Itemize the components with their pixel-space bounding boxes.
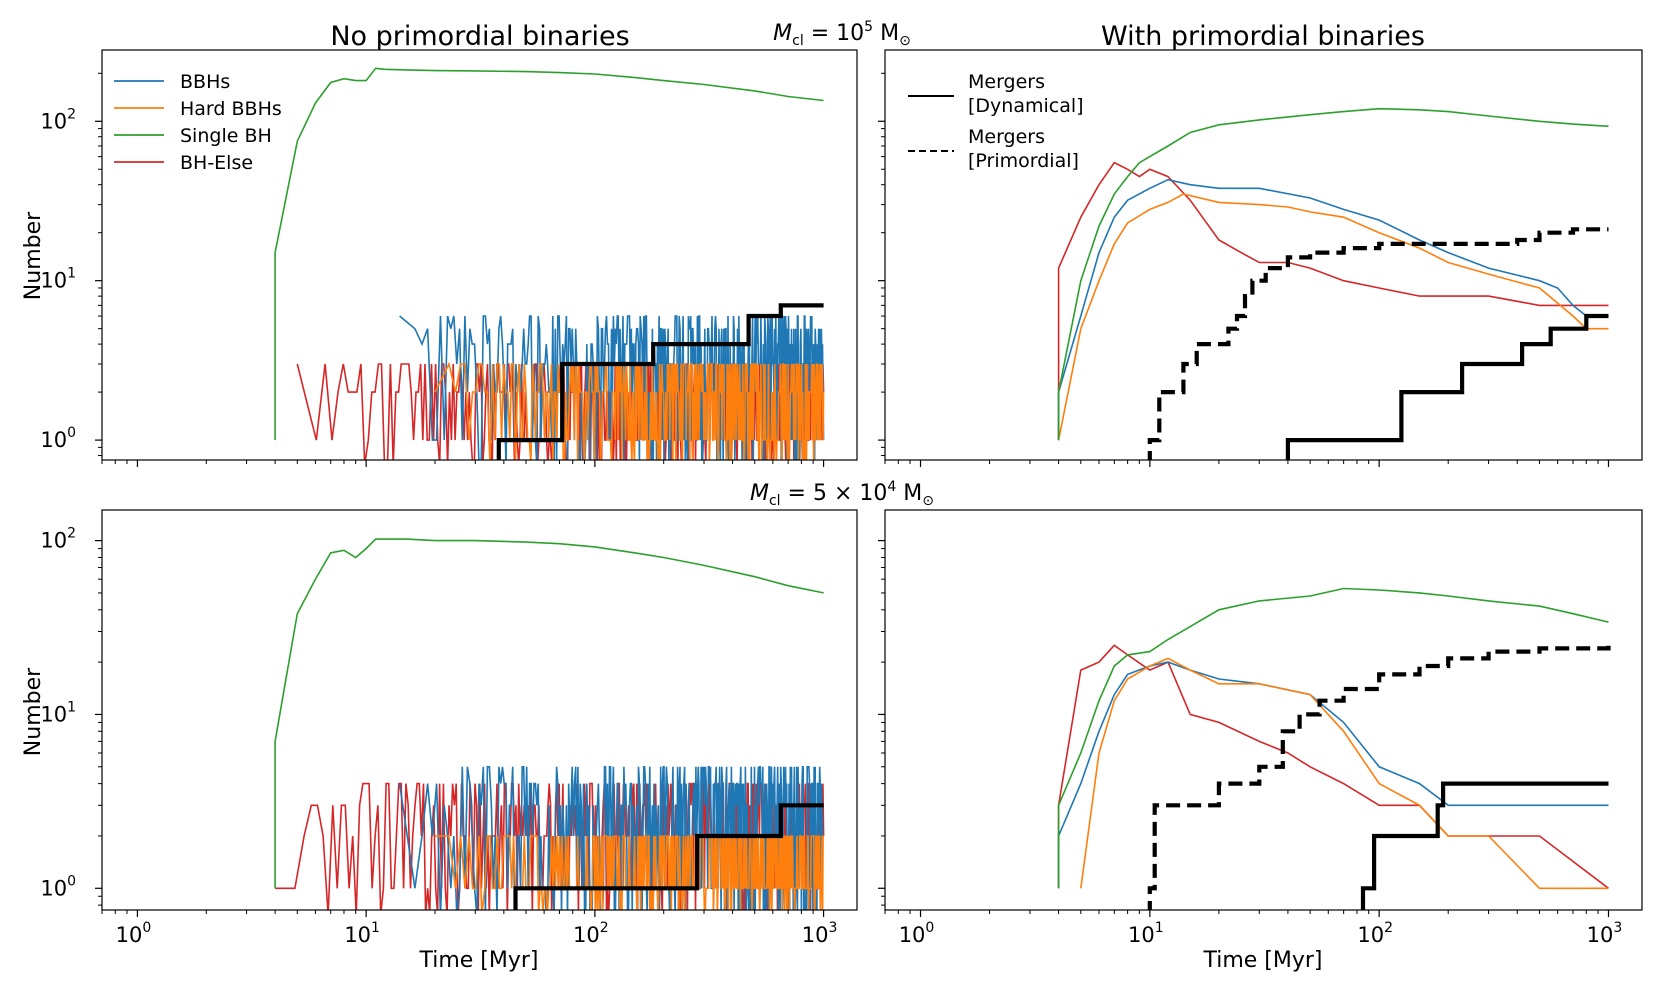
series-mergers-dynamical	[496, 303, 824, 460]
y-tick-label: 100	[40, 873, 76, 900]
plot-area	[274, 67, 825, 460]
panel-3: 100 101 102 103	[878, 509, 1643, 947]
ylabel-top: Number	[21, 211, 46, 300]
y-tick-label: 101	[40, 266, 76, 293]
legend-item: [Dynamical]	[968, 95, 1084, 117]
series-hard-bbhs	[1080, 657, 1609, 890]
panel-2: 100 101 102 103 100 101 102	[40, 509, 858, 947]
legend-item: Hard BBHs	[180, 98, 282, 120]
series-mergers-primordial	[1147, 227, 1609, 460]
legend-item: Mergers	[968, 71, 1045, 93]
plot-area	[1057, 587, 1611, 910]
y-tick-label: 101	[40, 699, 76, 726]
axes-frame	[884, 509, 1643, 911]
axes-frame	[884, 49, 1643, 461]
series-bbhs	[399, 315, 825, 460]
xlabel-right: Time [Myr]	[1202, 948, 1322, 973]
x-tick-label: 102	[1357, 920, 1393, 947]
legend-item: Mergers	[968, 126, 1045, 148]
legend-item: BH-Else	[180, 152, 253, 174]
x-tick-label: 101	[344, 920, 380, 947]
series-bbhs	[1057, 178, 1609, 441]
series-single-bh	[1057, 587, 1609, 889]
y-tick-label: 102	[40, 106, 76, 133]
x-tick-label: 103	[802, 920, 838, 947]
x-tick-label: 100	[116, 920, 152, 947]
series-mergers-dynamical	[1285, 313, 1609, 460]
x-tick-label: 103	[1587, 920, 1623, 947]
row-label-top: Mcl = 105 M⊙	[773, 19, 911, 49]
x-tick-label: 102	[573, 920, 609, 947]
plot-area	[274, 538, 825, 910]
series-single-bh	[1057, 107, 1609, 441]
series-mergers-dynamical	[1360, 781, 1609, 910]
legend-item: [Primordial]	[968, 150, 1079, 172]
panel-0: 100 101 102	[40, 49, 858, 467]
series-single-bh	[274, 67, 824, 441]
series-mergers-dynamical	[513, 803, 824, 910]
axes-frame	[101, 49, 858, 461]
legend-item: Single BH	[180, 125, 272, 147]
y-tick-label: 102	[40, 526, 76, 553]
series-mergers-primordial	[1147, 645, 1611, 910]
series-bh-else	[1057, 161, 1609, 441]
x-tick-label: 101	[1128, 920, 1164, 947]
series-bbhs	[1057, 661, 1609, 889]
xlabel-left: Time [Myr]	[418, 948, 538, 973]
plot-area	[1057, 107, 1609, 460]
axes-frame	[101, 509, 858, 911]
legend-item: BBHs	[180, 71, 230, 93]
y-tick-label: 100	[40, 425, 76, 452]
col-title-left: No primordial binaries	[330, 21, 629, 52]
col-title-right: With primordial binaries	[1101, 21, 1425, 52]
series-bh-else	[1057, 644, 1609, 889]
series-hard-bbhs	[1057, 193, 1609, 441]
panel-1	[878, 49, 1643, 467]
series-hard-bbhs	[434, 361, 825, 460]
x-tick-label: 100	[899, 920, 935, 947]
row-label-bottom: Mcl = 5 × 104 M⊙	[750, 479, 934, 509]
ylabel-bottom: Number	[21, 667, 46, 756]
series-single-bh	[274, 538, 824, 889]
